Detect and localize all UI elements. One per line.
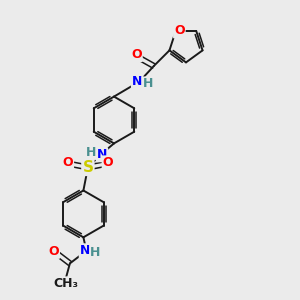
Text: S: S <box>82 160 93 175</box>
Text: O: O <box>48 245 59 258</box>
Text: N: N <box>97 148 107 161</box>
Text: O: O <box>131 48 142 61</box>
Text: H: H <box>143 77 153 91</box>
Text: O: O <box>62 156 73 170</box>
Text: N: N <box>80 244 90 257</box>
Text: O: O <box>103 156 113 170</box>
Text: CH₃: CH₃ <box>53 277 78 290</box>
Text: H: H <box>90 246 100 259</box>
Text: H: H <box>86 146 96 159</box>
Text: N: N <box>132 75 142 88</box>
Text: O: O <box>174 24 185 38</box>
